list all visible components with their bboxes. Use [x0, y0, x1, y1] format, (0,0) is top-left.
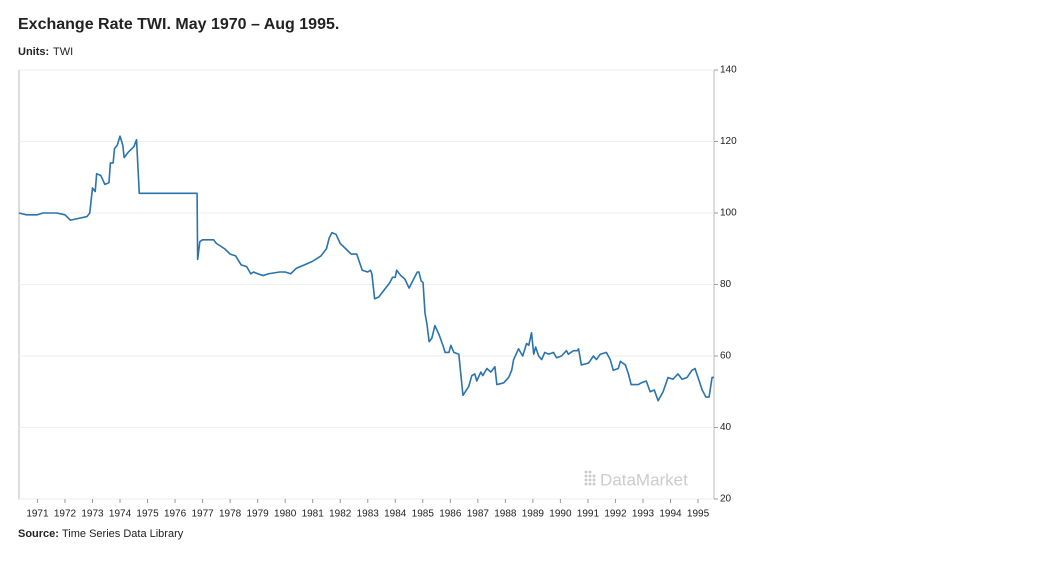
x-tick-label: 1986 [439, 509, 462, 520]
data-line [18, 135, 714, 402]
x-tick-label: 1981 [302, 509, 325, 520]
x-tick-label: 1993 [632, 509, 655, 520]
y-tick-label: 60 [720, 351, 732, 362]
x-tick-label: 1979 [247, 509, 270, 520]
x-tick-label: 1982 [329, 509, 352, 520]
watermark: DataMarket [600, 470, 688, 489]
source: Time Series Data Library [62, 528, 184, 540]
y-tick-label: 120 [720, 136, 737, 147]
x-tick-label: 1975 [136, 509, 159, 520]
units: TWI [53, 46, 73, 58]
source-label: Source: [18, 528, 59, 540]
y-tick-label: 140 [720, 65, 737, 76]
x-tick-label: 1977 [191, 509, 214, 520]
x-tick-label: 1985 [412, 509, 435, 520]
x-tick-label: 1994 [659, 509, 682, 520]
x-tick-label: 1980 [274, 509, 297, 520]
chart-title: Exchange Rate TWI. May 1970 – Aug 1995. [18, 16, 339, 33]
x-tick-label: 1983 [357, 509, 380, 520]
y-tick-label: 100 [720, 208, 737, 219]
x-tick-label: 1971 [26, 509, 49, 520]
x-tick-label: 1973 [81, 509, 104, 520]
x-tick-label: 1991 [577, 509, 600, 520]
x-tick-label: 1988 [494, 509, 517, 520]
x-tick-label: 1978 [219, 509, 242, 520]
x-tick-label: 1989 [522, 509, 545, 520]
x-tick-label: 1987 [467, 509, 490, 520]
x-tick-label: 1995 [687, 509, 710, 520]
units-label: Units: [18, 46, 49, 58]
y-tick-label: 20 [720, 494, 732, 505]
y-tick-label: 40 [720, 422, 732, 433]
x-tick-label: 1974 [109, 509, 132, 520]
y-tick-label: 80 [720, 279, 732, 290]
x-tick-label: 1990 [549, 509, 572, 520]
x-tick-label: 1976 [164, 509, 187, 520]
x-tick-label: 1992 [604, 509, 627, 520]
watermark-icon [584, 470, 596, 486]
x-tick-label: 1972 [54, 509, 77, 520]
x-tick-label: 1984 [384, 509, 407, 520]
